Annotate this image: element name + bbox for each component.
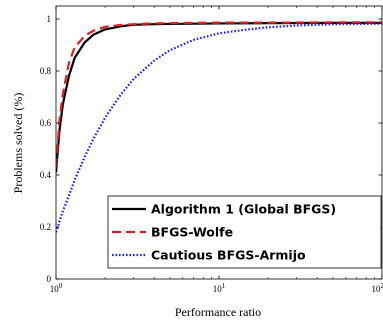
x-tick-label: 100 (50, 282, 63, 294)
legend-label-1: Algorithm 1 (Global BFGS) (151, 202, 336, 217)
x-axis-label: Performance ratio (175, 305, 261, 319)
series-line-1 (56, 21, 382, 173)
y-tick-label: 0 (47, 274, 52, 284)
y-tick-label: 0.6 (40, 118, 52, 128)
y-tick-label: 0.8 (40, 66, 52, 76)
series-line-3 (56, 22, 382, 233)
x-tick-label: 101 (213, 282, 226, 294)
legend-box (107, 195, 382, 269)
series-layer (56, 21, 382, 233)
y-tick-label: 0.4 (40, 170, 52, 180)
legend: Algorithm 1 (Global BFGS) BFGS-Wolfe Cauti… (107, 195, 382, 269)
y-tick-label: 0.2 (40, 222, 51, 232)
y-tick-label: 1 (47, 14, 52, 24)
legend-label-2: BFGS-Wolfe (151, 225, 233, 240)
series-line-2 (56, 21, 382, 168)
legend-label-3: Cautious BFGS-Armijo (151, 248, 306, 263)
x-tick-label: 102 (372, 282, 383, 294)
y-axis-label: Problems solved (%) (11, 93, 25, 194)
